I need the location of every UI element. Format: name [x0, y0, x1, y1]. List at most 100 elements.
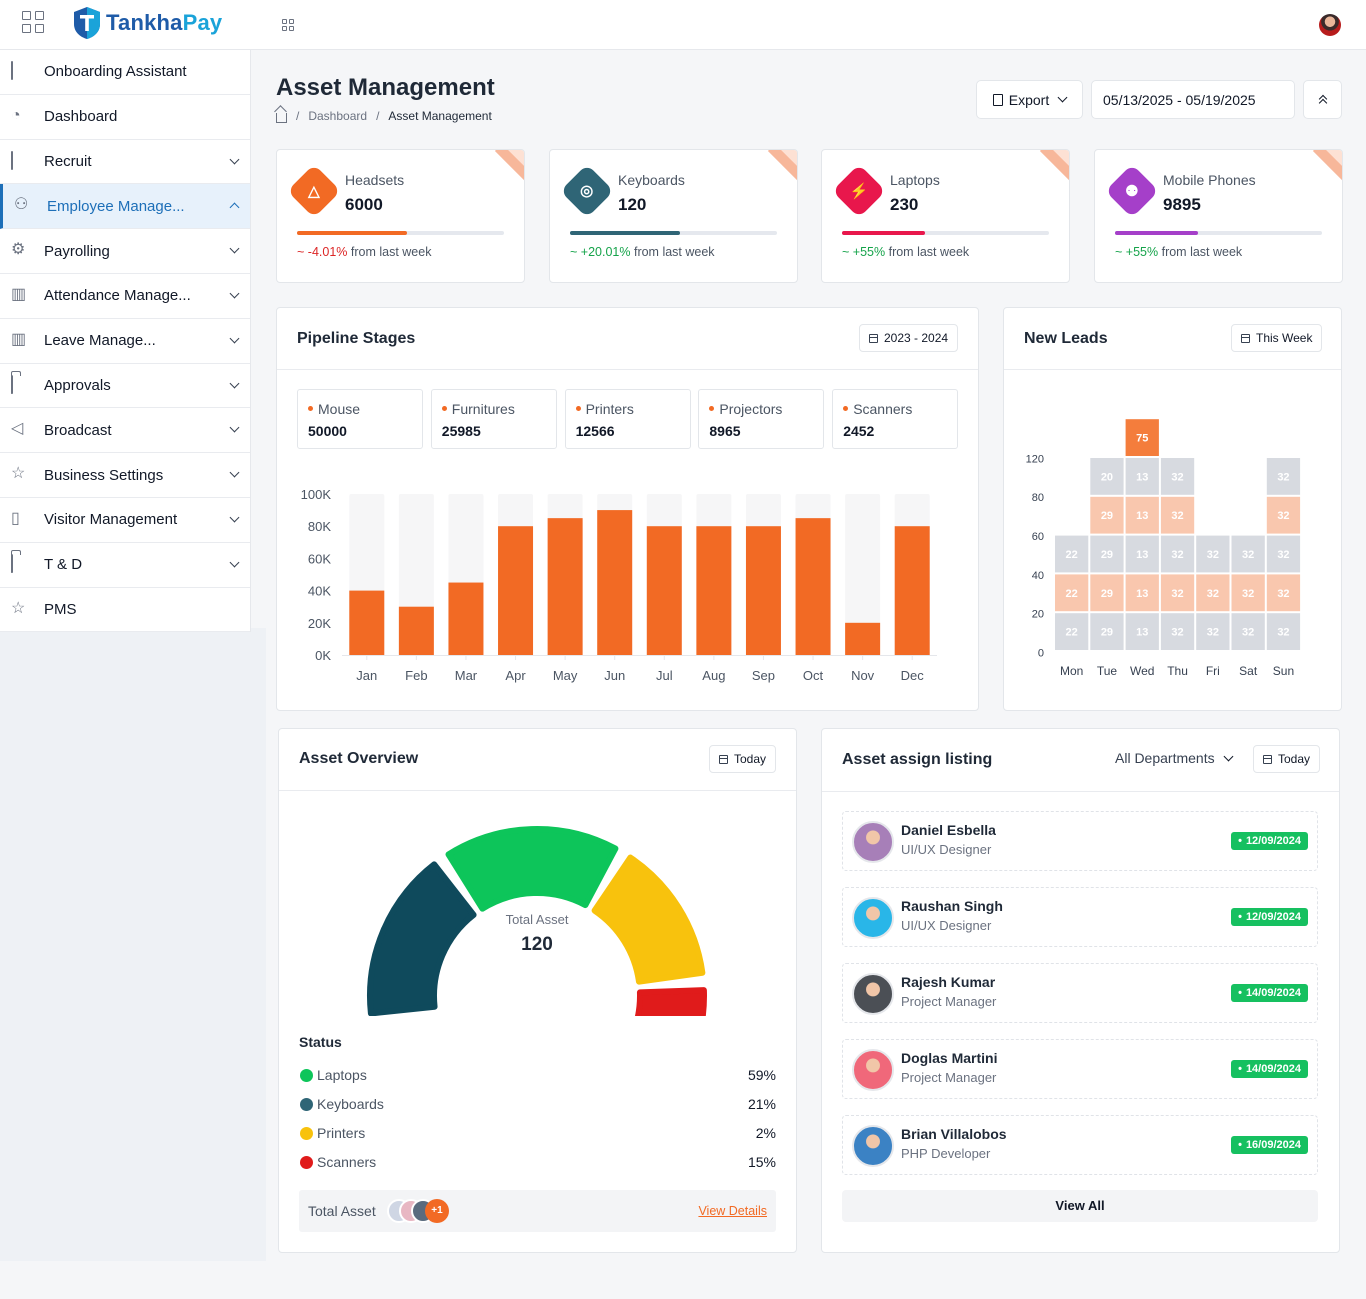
overview-period-label: Today — [734, 752, 767, 766]
stat-progress-bar — [297, 231, 504, 235]
assign-list-item[interactable]: Brian Villalobos PHP Developer 16/09/2024 — [842, 1115, 1318, 1175]
assign-list-item[interactable]: Doglas Martini Project Manager 14/09/2024 — [842, 1039, 1318, 1099]
trend-icon: ~ — [842, 245, 853, 259]
sidebar-item-label: Approvals — [44, 376, 111, 394]
person-name: Rajesh Kumar — [901, 974, 996, 990]
menu-toggle-icon[interactable] — [282, 19, 294, 31]
breadcrumb-dashboard[interactable]: Dashboard — [308, 109, 368, 123]
assign-list-item[interactable]: Raushan Singh UI/UX Designer 12/09/2024 — [842, 887, 1318, 947]
assign-list-item[interactable]: Daniel Esbella UI/UX Designer 12/09/2024 — [842, 811, 1318, 871]
sidebar-item-leave-manage[interactable]: ▥ Leave Manage... — [0, 319, 250, 364]
bar-oct — [795, 518, 831, 655]
heatmap-cell — [1160, 613, 1195, 650]
sidebar-item-label: Broadcast — [44, 421, 112, 439]
sidebar-item-t-d[interactable]: T & D — [0, 543, 250, 588]
x-tick-label: Apr — [505, 668, 526, 683]
heatmap-cell-label: 13 — [1136, 549, 1148, 561]
sidebar-item-employee-manage[interactable]: ⚇ Employee Manage... — [0, 184, 250, 230]
new-leads-heatmap: 0 20 40 60 80 120 22 22 22 Mon 29 29 29 29 20 Tue 13 13 13… — [1026, 419, 1301, 678]
sidebar-item-label: Onboarding Assistant — [44, 63, 187, 81]
heatmap-cell-label: 32 — [1242, 588, 1254, 600]
overview-period-button[interactable]: Today — [709, 745, 777, 773]
status-percent: 15% — [747, 1154, 776, 1170]
heatmap-cell — [1090, 574, 1124, 612]
date-badge: 14/09/2024 — [1231, 1060, 1308, 1078]
view-details-link[interactable]: View Details — [698, 1204, 767, 1218]
department-select[interactable]: All Departments — [1115, 750, 1234, 766]
heatmap-cell-label: 22 — [1066, 627, 1078, 639]
sidebar-item-recruit[interactable]: Recruit — [0, 140, 250, 185]
stat-name: Keyboards — [618, 172, 685, 188]
gauge-center-value: 120 — [521, 934, 553, 955]
heatmap-cell — [1090, 613, 1124, 650]
leads-period-button[interactable]: This Week — [1231, 324, 1323, 352]
sidebar: Onboarding Assistant ◔ Dashboard Recruit ⚇ Em… — [0, 50, 251, 633]
department-value: All Departments — [1115, 750, 1215, 766]
person-role: PHP Developer — [901, 1146, 991, 1161]
user-avatar[interactable] — [1319, 14, 1341, 36]
logo-text: TankhaPay — [106, 10, 223, 35]
book-icon: ▥ — [11, 330, 27, 348]
sidebar-item-approvals[interactable]: Approvals — [0, 364, 250, 409]
chevron-icon — [229, 333, 240, 344]
double-chevron-up-icon — [1318, 94, 1328, 106]
y-tick-label: 60K — [308, 551, 331, 566]
trend-suffix: from last week — [633, 245, 715, 259]
sidebar-item-label: Payrolling — [44, 242, 110, 260]
more-count-badge[interactable]: +1 — [425, 1199, 449, 1223]
date-range-picker[interactable]: 05/13/2025 - 05/19/2025 — [1091, 80, 1295, 119]
pipeline-period-button[interactable]: 2023 - 2024 — [859, 324, 959, 352]
home-icon[interactable] — [276, 112, 287, 123]
apps-grid-icon[interactable] — [22, 11, 44, 33]
heatmap-cell-label: 32 — [1242, 549, 1254, 561]
collapse-button[interactable] — [1303, 80, 1342, 119]
divider — [279, 790, 796, 791]
status-dot — [300, 1156, 313, 1169]
heatmap-cell — [1090, 458, 1124, 495]
sidebar-item-visitor-management[interactable]: ▯ Visitor Management — [0, 498, 250, 543]
sidebar-item-dashboard[interactable]: ◔ Dashboard — [0, 95, 250, 140]
chevron-icon — [229, 557, 240, 568]
sidebar-item-business-settings[interactable]: ☆ Business Settings — [0, 453, 250, 498]
sidebar-item-attendance-manage[interactable]: ▥ Attendance Manage... — [0, 274, 250, 319]
y-tick-label: 20K — [308, 616, 331, 631]
keyboards-icon: ◎ — [560, 164, 614, 218]
x-tick-label: Sat — [1239, 664, 1258, 678]
x-tick-label: May — [553, 668, 578, 683]
person-role: Project Manager — [901, 1070, 997, 1085]
calendar-icon — [869, 333, 878, 343]
assign-period-button[interactable]: Today — [1253, 745, 1321, 773]
sidebar-item-broadcast[interactable]: ◁ Broadcast — [0, 408, 250, 454]
stat-name: Mobile Phones — [1163, 172, 1256, 188]
stat-name: Headsets — [345, 172, 405, 188]
x-tick-label: Mar — [455, 668, 478, 683]
person-name: Brian Villalobos — [901, 1126, 1007, 1142]
x-tick-label: Thu — [1167, 664, 1188, 678]
stat-card-mobile-phones[interactable]: ⚉ Mobile Phones 9895 ~ +55% from last week — [1094, 149, 1343, 283]
sidebar-item-payrolling[interactable]: ⚙ Payrolling — [0, 229, 250, 274]
stat-value: 9895 — [1163, 195, 1201, 214]
heatmap-cell-label: 13 — [1136, 588, 1148, 600]
stat-card-headsets[interactable]: △ Headsets 6000 ~ -4.01% from last week — [276, 149, 525, 283]
stat-card-laptops[interactable]: ⚡ Laptops 230 ~ +55% from last week — [821, 149, 1070, 283]
assign-list-item[interactable]: Rajesh Kumar Project Manager 14/09/2024 — [842, 963, 1318, 1023]
export-button[interactable]: Export — [976, 80, 1083, 119]
stat-progress-fill — [842, 231, 925, 235]
sidebar-item-label: Visitor Management — [44, 511, 178, 529]
leads-period-label: This Week — [1256, 331, 1313, 345]
sidebar-item-onboarding-assistant[interactable]: Onboarding Assistant — [0, 50, 250, 95]
x-tick-label: Sep — [752, 668, 775, 683]
heatmap-cell-label: 32 — [1277, 627, 1289, 639]
view-all-button[interactable]: View All — [842, 1190, 1318, 1222]
stat-card-keyboards[interactable]: ◎ Keyboards 120 ~ +20.01% from last week — [549, 149, 798, 283]
x-tick-label: Aug — [702, 668, 725, 683]
divider — [277, 369, 978, 370]
x-tick-label: Oct — [803, 668, 824, 683]
status-name: Printers — [317, 1125, 366, 1141]
category-value: 2452 — [843, 423, 875, 439]
logo[interactable]: TankhaPay — [72, 6, 222, 40]
sidebar-item-pms[interactable]: ☆ PMS — [0, 588, 250, 633]
gauge-segment-scanners — [634, 987, 707, 1016]
avatar — [852, 1125, 894, 1167]
heatmap-cell — [1231, 613, 1265, 650]
